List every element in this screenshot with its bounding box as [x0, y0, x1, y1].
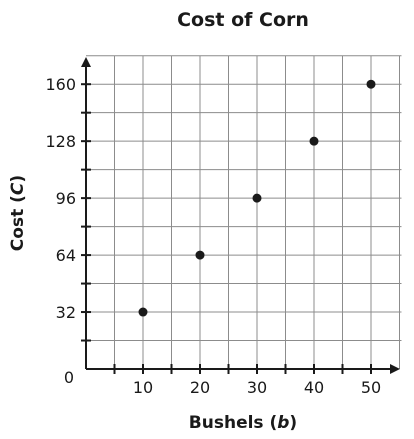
y-axis-title: Cost (C) — [8, 175, 28, 251]
ticks — [81, 83, 372, 374]
y-axis-variable: C — [8, 182, 28, 195]
y-tick-label: 160 — [45, 75, 76, 94]
data-point — [195, 250, 205, 260]
data-point — [252, 193, 262, 203]
grid — [86, 55, 402, 369]
data-point — [366, 79, 376, 89]
chart-title: Cost of Corn — [177, 9, 309, 31]
x-axis-title: Bushels (b) — [189, 413, 297, 433]
y-axis-arrow — [81, 57, 91, 67]
x-tick-label: 20 — [190, 378, 210, 397]
y-tick-label: 32 — [56, 303, 76, 322]
data-point — [309, 136, 319, 146]
y-axis-label-text: Cost — [8, 209, 28, 251]
x-tick-label: 40 — [304, 378, 324, 397]
x-axis-variable: b — [277, 413, 289, 433]
tick-labels: 10 20 30 40 50 32 64 96 128 160 0 — [45, 75, 381, 397]
x-axis-arrow — [390, 364, 400, 374]
x-tick-label: 30 — [247, 378, 267, 397]
axes — [81, 57, 400, 374]
origin-label: 0 — [64, 368, 74, 387]
data-points — [138, 79, 376, 317]
x-tick-label: 10 — [133, 378, 153, 397]
y-tick-label: 128 — [45, 132, 76, 151]
data-point — [138, 307, 148, 317]
x-axis-label-text: Bushels — [189, 413, 264, 433]
y-tick-label: 64 — [56, 246, 76, 265]
x-tick-label: 50 — [361, 378, 381, 397]
y-tick-label: 96 — [56, 189, 76, 208]
